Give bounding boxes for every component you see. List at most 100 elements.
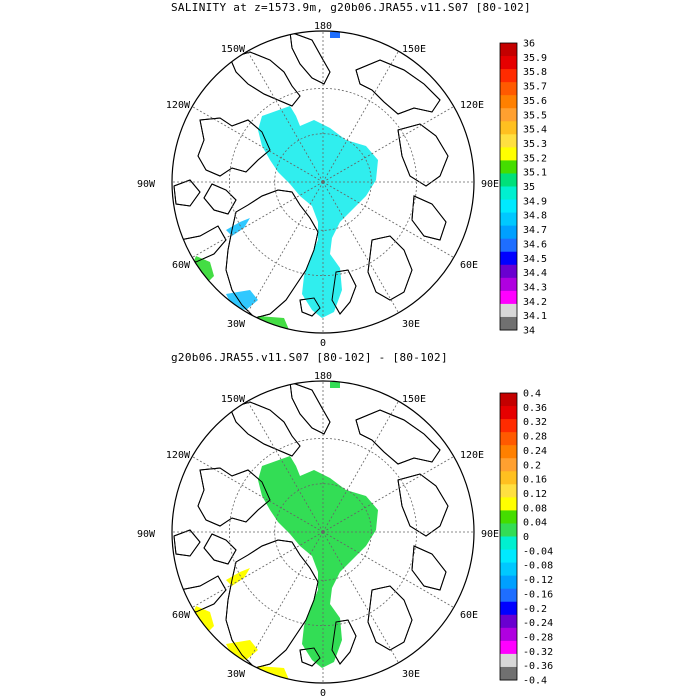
panel2-coastline (397, 473, 449, 537)
panel2-colorbar-swatch (500, 445, 517, 459)
panel1-colorbar-label: 34.5 (523, 254, 547, 265)
panel2-colorbar-label: -0.2 (523, 604, 547, 615)
panel1-polar-map: 180 0 90W 90E 150W 150E 120W 120E 60W 60E 30W 30E (137, 21, 499, 349)
panel1-colorbar-swatch (500, 238, 517, 253)
panel1-map-content (172, 31, 474, 333)
panel1-coastlines-overlay (173, 31, 449, 319)
panel1-coastline (397, 123, 449, 187)
panel2-colorbar-swatch (500, 653, 517, 668)
panel2-colorbar-label: -0.04 (523, 546, 553, 557)
panel1-lon-label-ll: 60W (172, 260, 191, 271)
panel1-colorbar-label: 34.6 (523, 239, 547, 250)
panel1-meridian (322, 181, 454, 258)
panel1-lon-label-top: 180 (314, 21, 332, 32)
panel2-lon-label-lr: 60E (460, 610, 478, 621)
panel1-coastline (197, 117, 271, 177)
panel2-colorbar-label: 0 (523, 532, 529, 543)
panel1-coastline (229, 51, 301, 107)
panel2-lon-label-right: 90E (481, 529, 499, 540)
panel1-coastline (203, 183, 237, 215)
panel2-coastline (197, 467, 271, 527)
panel1-arctic-basin-fill (258, 106, 378, 318)
panel2-north-atlantic-fill (226, 640, 258, 660)
panel2-coastline (397, 473, 449, 537)
panel2-colorbar-label: -0.32 (523, 647, 553, 658)
panel2-colorbar-swatch (500, 549, 517, 564)
panel2-colorbar-swatch (500, 484, 517, 498)
panel2-arctic-basin-fill (258, 456, 378, 668)
panel1-coastline (173, 179, 201, 207)
panel1-colorbar-label: 34.8 (523, 211, 547, 222)
panel2-colorbar-label: -0.08 (523, 561, 553, 572)
panel1-lon-label-bottom: 0 (320, 338, 326, 349)
panel1-colorbar: 36 35.9 35.8 35.7 35.6 35.5 35.4 35.3 35.2 35.1 35… (499, 39, 547, 337)
panel2-colorbar-border (499, 392, 518, 681)
panel2-coastline (229, 401, 301, 457)
panel2-colorbar-swatch (500, 627, 517, 642)
panel2-lon-label-bottom: 0 (320, 688, 326, 699)
panel2-colorbar-label: 0.4 (523, 389, 541, 400)
panel2-colorbar-label: -0.4 (523, 676, 547, 687)
panel2-colorbar-label: -0.16 (523, 589, 553, 600)
panel1-colorbar-swatch (500, 43, 517, 57)
panel2-colorbar-label: 0.32 (523, 417, 547, 428)
panel2-colorbar-swatch (500, 523, 517, 537)
panel2-coastline (289, 381, 331, 435)
panel1-coastline (289, 31, 331, 85)
panel2-coastline (173, 529, 201, 557)
panel2-title: g20b06.JRA55.v11.S07 [80-102] - [80-102] (171, 351, 448, 364)
panel1-colorbar-swatch (500, 186, 517, 201)
panel1-map-border (171, 30, 475, 334)
panel1-lon-label-lr: 60E (460, 260, 478, 271)
panel1-colorbar-label: 35.2 (523, 153, 547, 164)
panel1-colorbar-label: 34.1 (523, 311, 547, 322)
panel1-meridian (247, 51, 324, 183)
panel1-lon-label-ll2: 30W (227, 319, 246, 330)
panel1-atlantic-cell-fill (258, 316, 290, 332)
panel1-colorbar-swatch (500, 56, 517, 70)
panel2-colorbar-label: -0.36 (523, 661, 553, 672)
panel2-map-border (171, 380, 475, 684)
panel1-colorbar-label: 35.4 (523, 125, 547, 136)
panel1-title: SALINITY at z=1573.9m, g20b06.JRA55.v11.… (171, 1, 531, 14)
panel2-meridian (192, 531, 324, 608)
panel2-colorbar-swatch (500, 640, 517, 655)
panel2-lon-label-ul2: 120W (166, 450, 191, 461)
panel2-colorbar-swatch (500, 562, 517, 577)
panel2-colorbar-swatch (500, 432, 517, 446)
panel2-colorbar-label: 0.28 (523, 432, 547, 443)
panel1-meridian (247, 181, 324, 313)
panel2-colorbar-swatch (500, 419, 517, 433)
panel2-lon-label-ur2: 120E (460, 450, 484, 461)
panel1-lon-label-ul2: 120W (166, 100, 191, 111)
panel1-lon-label-lr2: 30E (402, 319, 420, 330)
panel1-coastline (179, 225, 227, 263)
panel1-colorbar-label: 34.2 (523, 297, 547, 308)
panel1-bering-strait-fill (330, 32, 340, 38)
panel1-coastline (411, 195, 447, 241)
panel2-lon-label-top: 180 (314, 371, 332, 382)
panel2-lon-label-left: 90W (137, 529, 156, 540)
panel2-coastline (229, 401, 301, 457)
panel2-coastline (225, 539, 319, 669)
panel1-colorbar-label: 35.7 (523, 82, 547, 93)
panel1-colorbar-swatch (500, 108, 517, 122)
panel2-colorbar: 0.4 0.36 0.32 0.28 0.24 0.2 0.16 0.12 0.08 0.04 0 -… (499, 389, 553, 687)
panel2-colorbar-swatch (500, 588, 517, 603)
panel1-coastline (179, 225, 227, 263)
panel1-colorbar-swatch (500, 134, 517, 148)
panel2-colorbar-swatch (500, 471, 517, 485)
panel1-lon-label-right: 90E (481, 179, 499, 190)
panel2-colorbar-label: 0.04 (523, 518, 547, 529)
panel2-colorbar-swatch (500, 497, 517, 511)
panel2-meridian (247, 401, 324, 533)
panel1-colorbar-swatch (500, 225, 517, 240)
panel1-colorbar-label: 35.3 (523, 139, 547, 150)
panel1-colorbar-swatch (500, 264, 517, 279)
panel2-colorbar-swatch (500, 393, 517, 407)
panel1-coastline (397, 123, 449, 187)
panel1-colorbar-label: 34.9 (523, 196, 547, 207)
panel1-meridian (322, 106, 454, 183)
panel1-coastline (225, 189, 319, 319)
